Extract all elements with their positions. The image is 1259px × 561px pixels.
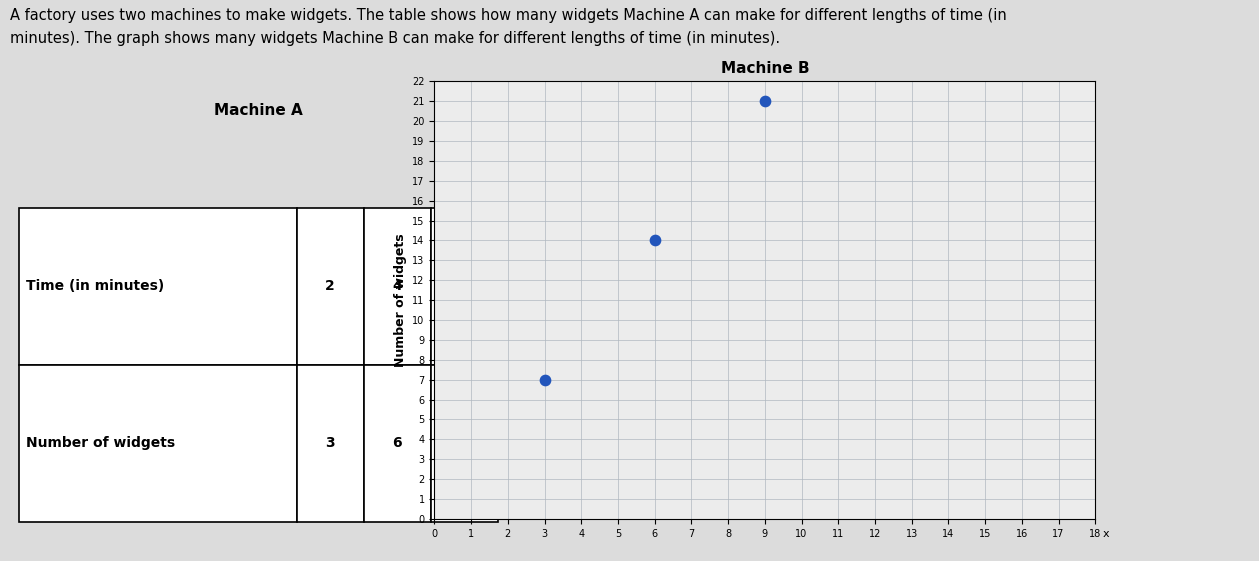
Text: x: x (1103, 529, 1109, 539)
Bar (364, 208, 431, 365)
Y-axis label: Number of widgets: Number of widgets (394, 233, 407, 367)
Bar (364, 365, 431, 522)
Bar (19, 365, 297, 522)
Title: Machine B: Machine B (720, 61, 810, 76)
Text: minutes). The graph shows many widgets Machine B can make for different lengths : minutes). The graph shows many widgets M… (10, 31, 781, 46)
Point (645, 236, 665, 245)
Text: Number of widgets: Number of widgets (26, 436, 175, 450)
Text: 3: 3 (325, 436, 335, 450)
Text: 9: 9 (460, 436, 468, 450)
Text: Time (in minutes): Time (in minutes) (26, 279, 165, 293)
Point (534, 375, 554, 384)
Text: 6: 6 (460, 279, 468, 293)
Text: 2: 2 (325, 279, 335, 293)
Text: A factory uses two machines to make widgets. The table shows how many widgets Ma: A factory uses two machines to make widg… (10, 8, 1007, 24)
Bar (297, 208, 364, 365)
Text: 4: 4 (393, 279, 402, 293)
Bar (431, 365, 497, 522)
Bar (297, 365, 364, 522)
Text: 6: 6 (393, 436, 402, 450)
Bar (19, 208, 297, 365)
Text: Machine A: Machine A (214, 103, 302, 118)
Point (754, 96, 774, 105)
Bar (431, 208, 497, 365)
